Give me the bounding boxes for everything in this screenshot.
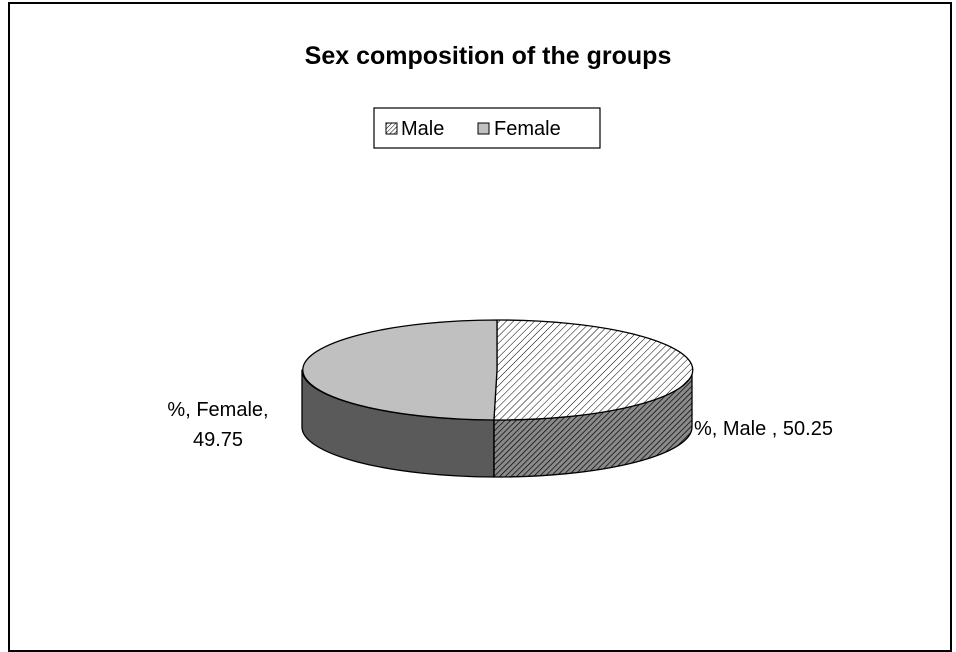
legend-swatch-male [385, 122, 398, 135]
pie-slice-female [302, 319, 498, 421]
legend-label-male: Male [401, 118, 444, 140]
legend-swatch-female [477, 122, 490, 135]
pie-slice-male [493, 319, 694, 421]
data-labels: %, Male , 50.25 %, Female, 49.75 [167, 399, 833, 451]
chart-title: Sex composition of the groups [305, 42, 672, 70]
pie-chart: Sex composition of the groups Male Femal… [167, 42, 833, 478]
pie-slices [301, 319, 694, 478]
legend-label-female: Female [494, 118, 561, 140]
legend: Male Female [373, 107, 601, 149]
chart-frame: Sex composition of the groups Male Femal… [8, 2, 952, 652]
data-label-male: %, Male , 50.25 [694, 418, 833, 440]
data-label-female-line2: 49.75 [193, 429, 243, 451]
data-label-female-line1: %, Female, [167, 399, 268, 421]
